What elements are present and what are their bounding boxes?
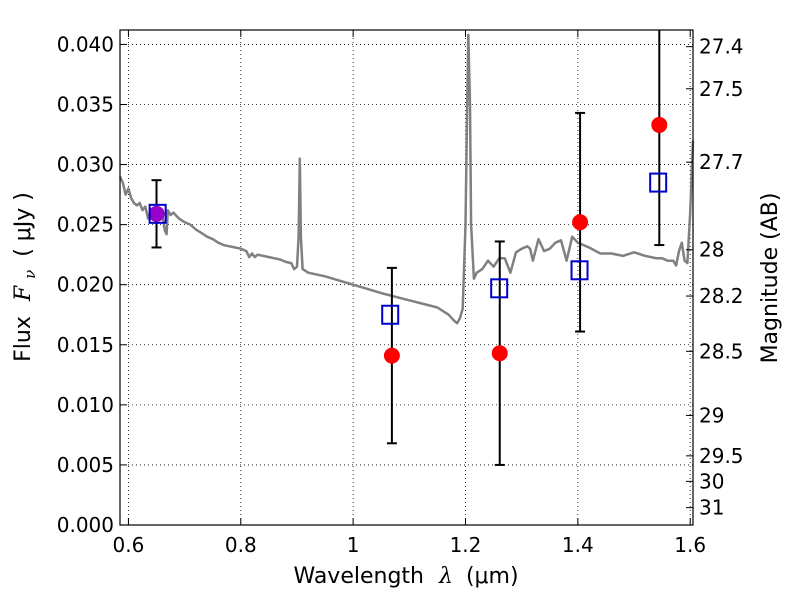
y-axis-label-unit: ( μJy ) [11, 192, 36, 257]
mag-tick-label: 31 [699, 496, 724, 520]
model-photometry-point [148, 203, 167, 224]
y-axis-label-main: Flux [11, 316, 36, 362]
y-axis-label-symbol: F [11, 285, 36, 302]
y-tick-label: 0.040 [57, 32, 114, 56]
y-tick-label: 0.000 [57, 513, 114, 537]
mag-tick-label: 29 [699, 403, 724, 427]
markers [148, 116, 668, 364]
mag-tick-label: 28.2 [699, 284, 744, 308]
y-axis-label-subscript: ν [21, 270, 39, 279]
plot-frame [119, 29, 694, 526]
y-tick-label: 0.005 [57, 453, 114, 477]
mag-tick-label: 27.7 [699, 150, 744, 174]
mag-tick-label: 28.5 [699, 339, 744, 363]
y2-axis-label: Magnitude (AB) [758, 193, 783, 364]
x-tick-label: 1.2 [450, 533, 482, 557]
model-photometry-point [490, 278, 509, 299]
y-tick-label: 0.025 [57, 213, 114, 237]
x-tick-label: 0.6 [113, 533, 145, 557]
x-tick-label: 1.4 [562, 533, 594, 557]
mag-tick-label: 28 [699, 238, 724, 262]
x-axis-label-main: Wavelength [293, 564, 424, 589]
ticks: 0.6 0.8 1 1.2 1.4 1.6 0.000 0.005 0.010 0.015 0.02… [57, 30, 744, 557]
model-photometry-point [381, 304, 400, 325]
x-tick-label: 0.8 [225, 533, 257, 557]
observed-point [491, 345, 508, 362]
y-axis-label: Flux F ν ( μJy ) [11, 192, 41, 362]
model-photometry-point [649, 172, 668, 193]
model-spectrum-line [118, 33, 695, 325]
mag-tick-label: 27.5 [699, 77, 744, 101]
y-tick-label: 0.030 [57, 153, 114, 177]
x-axis-label-symbol: λ [438, 564, 453, 589]
x-axis-label-unit: (μm) [466, 564, 519, 589]
mag-tick-label: 30 [699, 469, 724, 493]
y-tick-label: 0.035 [57, 92, 114, 116]
x-axis-label: Wavelength λ (μm) [293, 564, 518, 589]
observed-point [651, 116, 668, 133]
mag-tick-label: 27.4 [699, 35, 744, 59]
grid [120, 30, 693, 525]
y-tick-label: 0.020 [57, 273, 114, 297]
y-tick-label: 0.015 [57, 333, 114, 357]
model-photometry-point [570, 260, 589, 281]
model-spectrum-layer [118, 33, 695, 325]
y-tick-label: 0.010 [57, 393, 114, 417]
x-tick-label: 1 [347, 533, 360, 557]
overlap-point [148, 205, 165, 222]
x-tick-label: 1.6 [674, 533, 706, 557]
observed-point [383, 347, 400, 364]
mag-tick-label: 29.5 [699, 444, 744, 468]
observed-point [572, 214, 589, 231]
